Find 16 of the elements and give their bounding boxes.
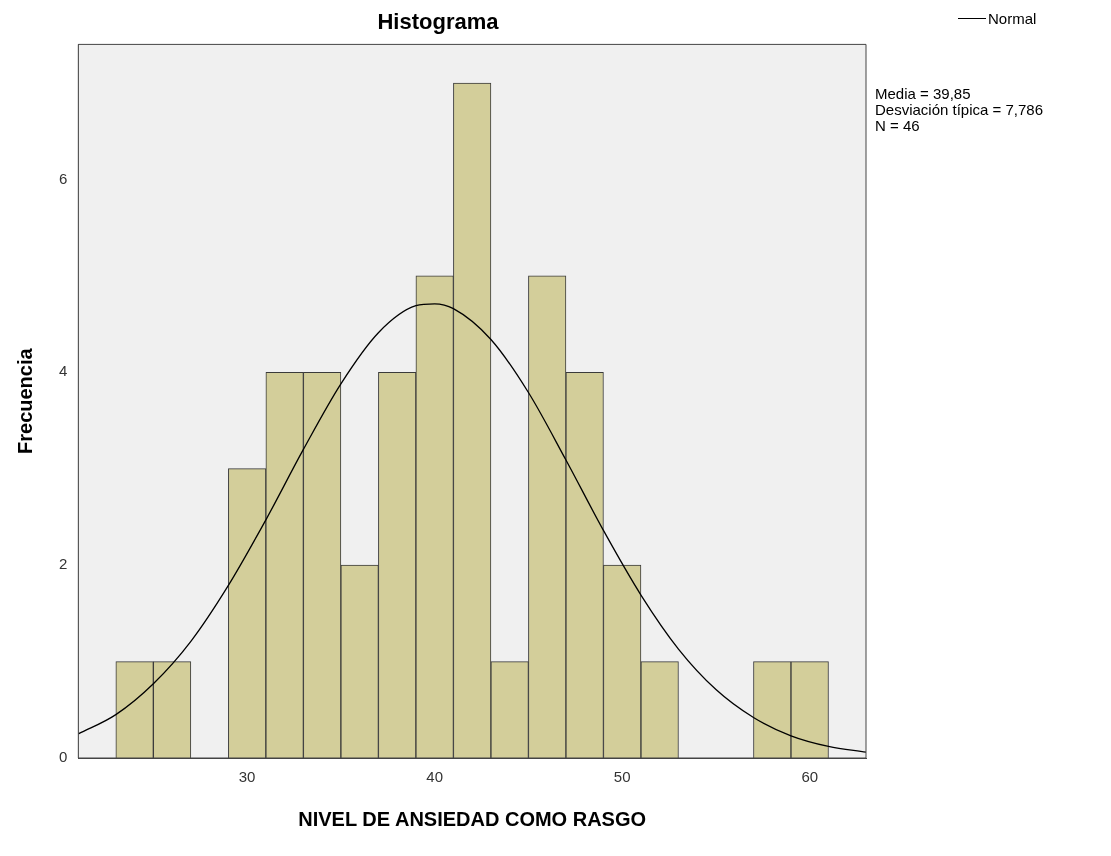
x-axis-title: NIVEL DE ANSIEDAD COMO RASGO xyxy=(298,807,647,830)
x-tick-label: 50 xyxy=(613,768,631,786)
x-tick-label: 60 xyxy=(801,768,819,786)
legend-label: Normal xyxy=(988,10,1037,27)
y-tick-label: 6 xyxy=(59,169,68,187)
y-tick-label: 0 xyxy=(59,748,68,766)
chart-title: Histograma xyxy=(377,9,500,35)
y-tick-label: 2 xyxy=(59,555,68,573)
x-tick-label: 30 xyxy=(238,768,256,786)
y-axis-title: Frecuencia xyxy=(13,347,36,454)
text: N = 46 xyxy=(875,117,921,134)
y-tick-label: 4 xyxy=(59,362,68,380)
text: Desviación típica = 7,786 xyxy=(875,101,1044,118)
line-series xyxy=(78,303,866,753)
x-tick-label: 40 xyxy=(426,768,444,786)
text: Media = 39,85 xyxy=(875,85,972,102)
